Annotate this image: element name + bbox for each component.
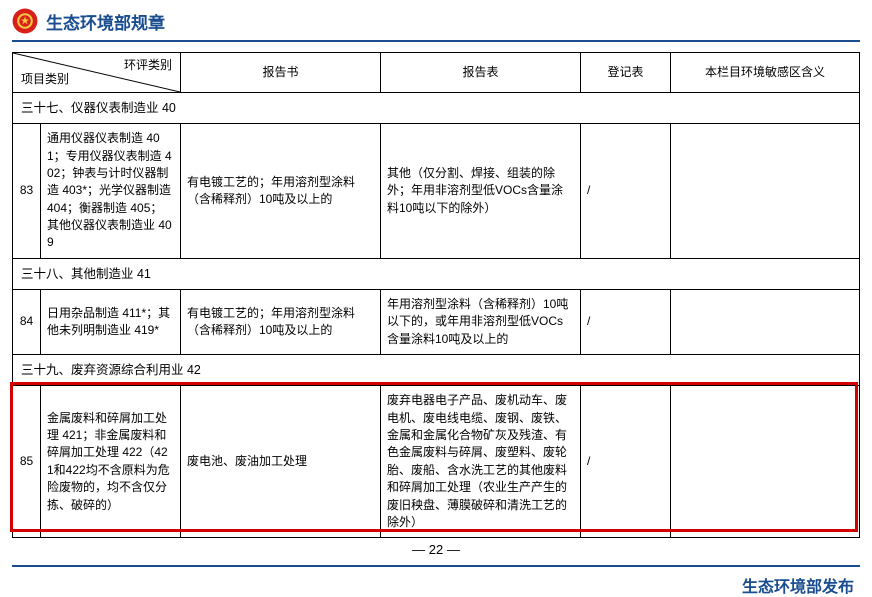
row-83-num: 83 xyxy=(13,124,41,259)
col-header-sensitive: 本栏目环境敏感区含义 xyxy=(671,53,860,93)
col-header-report-form: 报告表 xyxy=(381,53,581,93)
row-85-sensitive xyxy=(671,386,860,538)
national-emblem-icon xyxy=(12,8,38,34)
section-39-row: 三十九、废弃资源综合利用业 42 xyxy=(13,355,860,386)
page-number: — 22 — xyxy=(0,542,872,557)
section-37-title: 三十七、仪器仪表制造业 40 xyxy=(13,93,860,124)
diagonal-header-cell: 环评类别 项目类别 xyxy=(13,53,181,93)
row-84-report-book: 有电镀工艺的；年用溶剂型涂料（含稀释剂）10吨及以上的 xyxy=(181,289,381,354)
row-85-register: / xyxy=(581,386,671,538)
col-header-report-book: 报告书 xyxy=(181,53,381,93)
row-85-report-book: 废电池、废油加工处理 xyxy=(181,386,381,538)
row-84-report-form: 年用溶剂型涂料（含稀释剂）10吨以下的，或年用非溶剂型低VOCs含量涂料10吨及… xyxy=(381,289,581,354)
row-84-category: 日用杂品制造 411*；其他未列明制造业 419* xyxy=(41,289,181,354)
row-84-num: 84 xyxy=(13,289,41,354)
table-row-85: 85 金属废料和碎屑加工处理 421；非金属废料和碎屑加工处理 422（421和… xyxy=(13,386,860,538)
col-header-register: 登记表 xyxy=(581,53,671,93)
row-85-report-form: 废弃电器电子产品、废机动车、废电机、废电线电缆、废钢、废铁、金属和金属化合物矿灰… xyxy=(381,386,581,538)
row-83-sensitive xyxy=(671,124,860,259)
regulation-table: 环评类别 项目类别 报告书 报告表 登记表 本栏目环境敏感区含义 三十七、仪器仪… xyxy=(12,52,860,538)
row-85-num: 85 xyxy=(13,386,41,538)
row-84-sensitive xyxy=(671,289,860,354)
diag-top-label: 环评类别 xyxy=(124,57,172,74)
table-header-row: 环评类别 项目类别 报告书 报告表 登记表 本栏目环境敏感区含义 xyxy=(13,53,860,93)
row-84-register: / xyxy=(581,289,671,354)
row-83-category: 通用仪器仪表制造 401；专用仪器仪表制造 402；钟表与计时仪器制造 403*… xyxy=(41,124,181,259)
section-39-title: 三十九、废弃资源综合利用业 42 xyxy=(13,355,860,386)
page-header: 生态环境部规章 xyxy=(0,0,872,40)
diag-bot-label: 项目类别 xyxy=(21,71,69,88)
row-83-report-form: 其他（仅分割、焊接、组装的除外；年用非溶剂型低VOCs含量涂料10吨以下的除外） xyxy=(381,124,581,259)
table-row-83: 83 通用仪器仪表制造 401；专用仪器仪表制造 402；钟表与计时仪器制造 4… xyxy=(13,124,860,259)
table-row-84: 84 日用杂品制造 411*；其他未列明制造业 419* 有电镀工艺的；年用溶剂… xyxy=(13,289,860,354)
section-38-title: 三十八、其他制造业 41 xyxy=(13,258,860,289)
row-83-register: / xyxy=(581,124,671,259)
row-83-report-book: 有电镀工艺的；年用溶剂型涂料（含稀释剂）10吨及以上的 xyxy=(181,124,381,259)
section-37-row: 三十七、仪器仪表制造业 40 xyxy=(13,93,860,124)
header-title: 生态环境部规章 xyxy=(46,9,165,34)
row-85-category: 金属废料和碎屑加工处理 421；非金属废料和碎屑加工处理 422（421和422… xyxy=(41,386,181,538)
main-table-container: 环评类别 项目类别 报告书 报告表 登记表 本栏目环境敏感区含义 三十七、仪器仪… xyxy=(0,42,872,538)
section-38-row: 三十八、其他制造业 41 xyxy=(13,258,860,289)
